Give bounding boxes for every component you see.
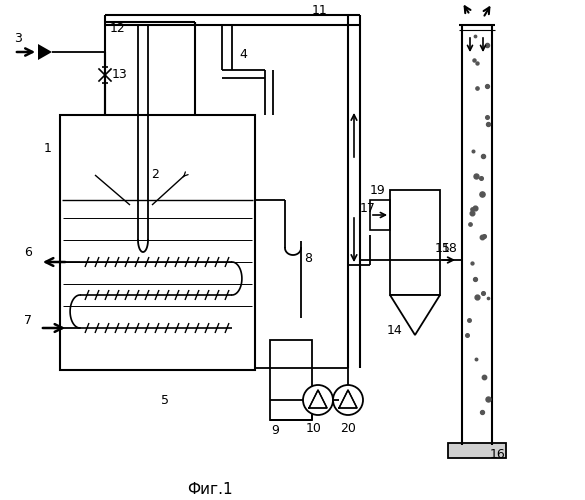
Bar bbox=[370, 200, 390, 230]
Text: 7: 7 bbox=[24, 314, 32, 326]
Circle shape bbox=[303, 385, 333, 415]
Bar bbox=[270, 340, 312, 420]
Polygon shape bbox=[339, 390, 357, 408]
Polygon shape bbox=[309, 390, 327, 408]
Text: 12: 12 bbox=[110, 22, 126, 35]
Text: 11: 11 bbox=[312, 4, 328, 16]
Text: 6: 6 bbox=[24, 246, 32, 258]
Bar bbox=[390, 190, 440, 295]
Text: 19: 19 bbox=[370, 184, 386, 196]
Text: 1: 1 bbox=[44, 142, 52, 154]
Text: 17: 17 bbox=[360, 202, 376, 214]
Circle shape bbox=[333, 385, 363, 415]
Polygon shape bbox=[390, 295, 440, 335]
Text: 13: 13 bbox=[112, 68, 128, 82]
Text: 15: 15 bbox=[435, 242, 451, 254]
Text: 18: 18 bbox=[442, 242, 458, 254]
Text: 4: 4 bbox=[239, 48, 247, 62]
Text: 16: 16 bbox=[490, 448, 506, 460]
Text: 9: 9 bbox=[271, 424, 279, 436]
Text: 8: 8 bbox=[304, 252, 312, 264]
Text: 2: 2 bbox=[151, 168, 159, 181]
Text: 3: 3 bbox=[14, 32, 22, 44]
Text: 14: 14 bbox=[387, 324, 403, 336]
Polygon shape bbox=[38, 44, 52, 60]
Text: 5: 5 bbox=[161, 394, 169, 406]
Bar bbox=[60, 115, 255, 370]
Text: Фиг.1: Фиг.1 bbox=[187, 482, 233, 498]
Text: 10: 10 bbox=[306, 422, 322, 434]
Bar bbox=[448, 443, 506, 458]
Text: 20: 20 bbox=[340, 422, 356, 434]
